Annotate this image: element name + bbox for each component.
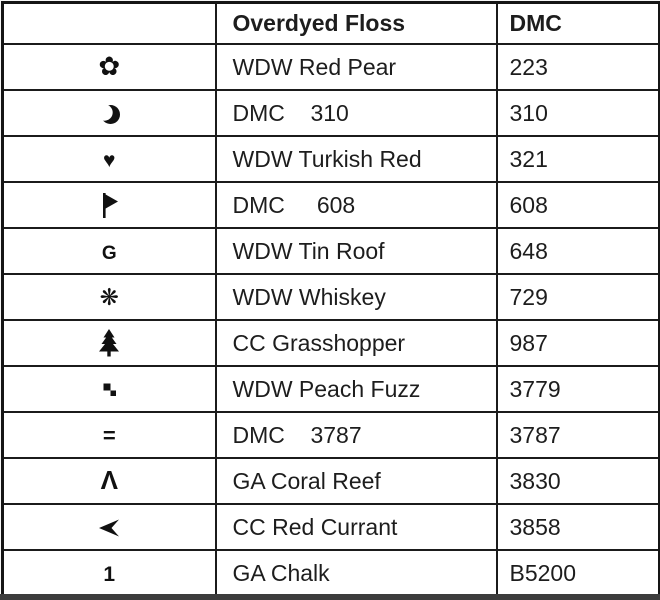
lambda-icon: Λ (100, 465, 118, 495)
table-row: Λ GA Coral Reef 3830 (1, 457, 660, 505)
floss-name: DMC 3787 (214, 411, 498, 459)
floss-name: DMC 608 (214, 181, 498, 229)
floss-name: CC Grasshopper (214, 319, 498, 367)
symbol-cell: ♥ (1, 135, 217, 183)
symbol-column-header (1, 1, 217, 45)
table-row: CC Red Currant 3858 (1, 503, 660, 551)
symbol-cell (1, 89, 217, 137)
floss-name: GA Coral Reef (214, 457, 498, 505)
floss-name: DMC 310 (214, 89, 498, 137)
table-row: CC Grasshopper 987 (1, 319, 660, 367)
table-row: ❋ WDW Whiskey 729 (1, 273, 660, 321)
header-row: Overdyed Floss DMC (1, 1, 660, 45)
arrowhead-left-icon (99, 516, 120, 539)
dmc-number: 3779 (495, 365, 660, 413)
tree-icon (96, 329, 122, 357)
floss-name: WDW Tin Roof (214, 227, 498, 275)
floss-name: GA Chalk (214, 549, 498, 598)
dmc-number: 3787 (495, 411, 660, 459)
dmc-number: 987 (495, 319, 660, 367)
table-row: DMC 608 608 (1, 181, 660, 229)
table-row: ♥ WDW Turkish Red 321 (1, 135, 660, 183)
two-squares-icon (102, 378, 117, 401)
symbol-cell: ✿ (1, 43, 217, 91)
symbol-cell: 1 (1, 549, 217, 598)
symbol-cell: = (1, 411, 217, 459)
letter-g-icon: G (101, 242, 117, 264)
table-row: ✿ WDW Red Pear 223 (1, 43, 660, 91)
floss-name: CC Red Currant (214, 503, 498, 551)
symbol-cell (1, 503, 217, 551)
pinwheel-icon: ❋ (99, 283, 119, 310)
dmc-number: 648 (495, 227, 660, 275)
table-row: 1 GA Chalk B5200 (1, 549, 660, 598)
table-row: = DMC 3787 3787 (1, 411, 660, 459)
flag-icon (99, 192, 119, 219)
digit-1-icon: 1 (103, 562, 116, 586)
dmc-header: DMC (495, 1, 660, 45)
overdyed-floss-header: Overdyed Floss (214, 1, 498, 45)
table-row: G WDW Tin Roof 648 (1, 227, 660, 275)
dmc-number: B5200 (495, 549, 660, 598)
table-body: ✿ WDW Red Pear 223 DMC 310 310 ♥ WDW Tur… (1, 43, 660, 598)
scan-bottom-edge (0, 594, 660, 600)
dmc-number: 310 (495, 89, 660, 137)
symbol-cell: G (1, 227, 217, 275)
crescent-moon-icon (98, 102, 121, 126)
table-row: WDW Peach Fuzz 3779 (1, 365, 660, 413)
dmc-number: 608 (495, 181, 660, 229)
floss-name: WDW Red Pear (214, 43, 498, 91)
dmc-number: 3830 (495, 457, 660, 505)
symbol-cell (1, 181, 217, 229)
floss-name: WDW Turkish Red (214, 135, 498, 183)
dmc-number: 3858 (495, 503, 660, 551)
symbol-cell: ❋ (1, 273, 217, 321)
heart-icon: ♥ (103, 148, 116, 172)
dmc-number: 223 (495, 43, 660, 91)
symbol-cell (1, 319, 217, 367)
table-row: DMC 310 310 (1, 89, 660, 137)
florette-icon: ✿ (98, 51, 121, 81)
symbol-cell (1, 365, 217, 413)
equals-icon: = (102, 422, 116, 448)
dmc-number: 321 (495, 135, 660, 183)
dmc-number: 729 (495, 273, 660, 321)
floss-name: WDW Whiskey (214, 273, 498, 321)
floss-name: WDW Peach Fuzz (214, 365, 498, 413)
symbol-cell: Λ (1, 457, 217, 505)
